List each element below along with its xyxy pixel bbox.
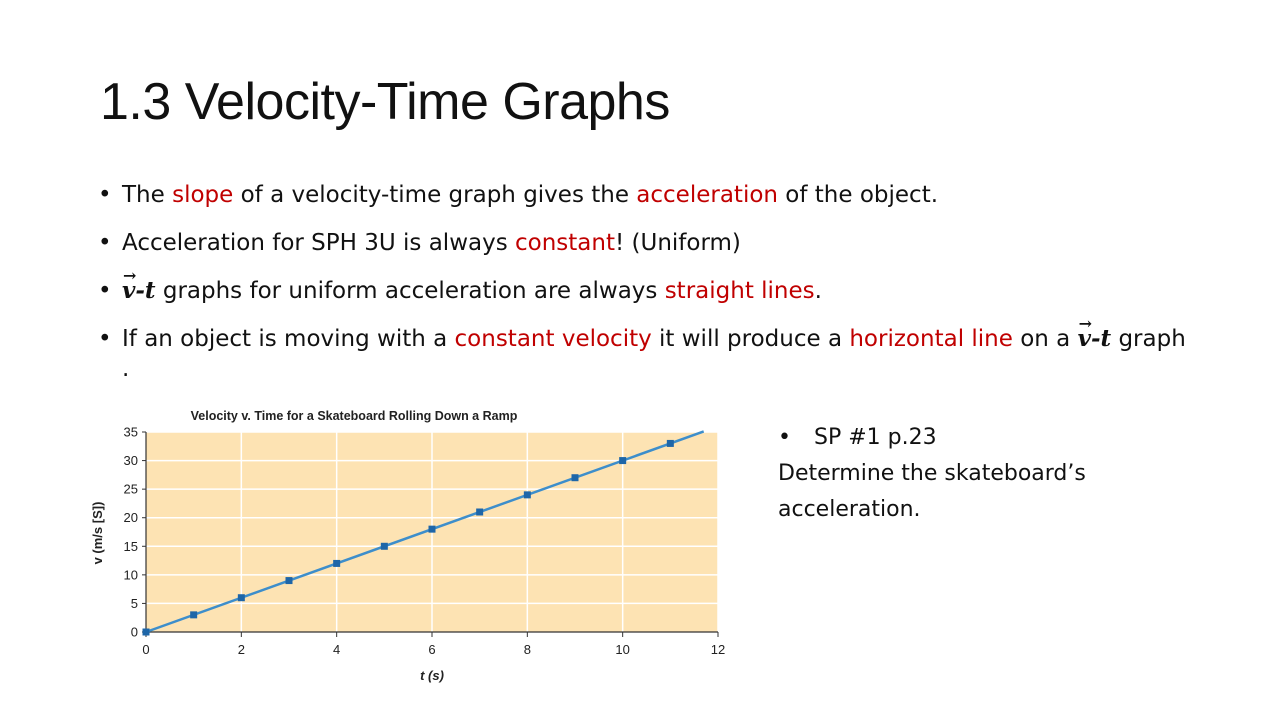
highlight-constant: constant [515, 230, 615, 256]
sample-problem-bullet: SP #1 p.23 [778, 420, 1198, 456]
y-tick-label: 35 [124, 425, 138, 440]
data-point [428, 525, 436, 533]
data-point [142, 628, 150, 636]
bullet-text: graphs for uniform acceleration are alwa… [155, 278, 665, 304]
bullet-text: it will produce a [651, 326, 850, 352]
bullet-text: If an object is moving with a [122, 326, 455, 352]
velocity-time-chart: 0 5 10 15 20 25 30 35 0 2 4 6 8 10 12 Velocity v. Time… [90, 409, 726, 683]
highlight-straight-lines: straight lines [664, 278, 815, 304]
bullet-text: ! (Uniform) [615, 230, 741, 256]
bullet-constant: Acceleration for SPH 3U is always consta… [98, 228, 1188, 258]
data-point [523, 491, 531, 499]
data-point [619, 457, 627, 465]
bullet-text: of a velocity-time graph gives the [233, 182, 637, 208]
sample-problem-text-line2: acceleration. [778, 497, 921, 522]
sample-problem-text-line1: Determine the skateboard’s [778, 461, 1086, 486]
highlight-slope: slope [172, 182, 234, 208]
y-tick-label: 5 [131, 596, 138, 611]
y-tick-label: 30 [124, 453, 138, 468]
highlight-constant-velocity: constant velocity [454, 326, 652, 352]
data-point [285, 577, 293, 585]
data-point [333, 559, 341, 567]
vt-dash: - [1090, 325, 1101, 352]
y-axis-label: v (m/s [S]) [90, 502, 105, 565]
bullet-text: The [122, 182, 173, 208]
bullet-straight-lines: v-t graphs for uniform acceleration are … [98, 261, 1188, 306]
y-tick-label: 0 [131, 625, 138, 640]
time-symbol: t [144, 277, 156, 304]
x-tick-label: 8 [524, 642, 531, 657]
x-axis-label: t (s) [420, 668, 444, 683]
highlight-horizontal-line: horizontal line [849, 326, 1013, 352]
y-tick-label: 20 [124, 510, 138, 525]
bullet-slope: The slope of a velocity-time graph gives… [98, 180, 1188, 210]
velocity-vector-symbol: v [1078, 309, 1093, 354]
y-tick-label: 15 [124, 539, 138, 554]
vt-symbol: v-t [122, 261, 156, 306]
x-tick-label: 2 [238, 642, 245, 657]
vt-symbol: v-t [1078, 309, 1112, 354]
y-tick-label: 25 [124, 482, 138, 497]
bullet-text: graph . [122, 326, 1186, 382]
x-tick-label: 10 [615, 642, 629, 657]
bullet-horizontal-line: If an object is moving with a constant v… [98, 309, 1188, 384]
data-point [476, 508, 484, 516]
highlight-acceleration: acceleration [636, 182, 778, 208]
slide-title: 1.3 Velocity-Time Graphs [100, 73, 670, 131]
data-point [380, 542, 388, 550]
x-tick-label: 4 [333, 642, 340, 657]
vt-dash: - [135, 277, 145, 304]
time-symbol: t [1100, 325, 1112, 352]
velocity-vector-symbol: v [122, 261, 137, 306]
data-point [666, 439, 674, 447]
chart-series [142, 430, 705, 636]
x-tick-label: 12 [711, 642, 725, 657]
chart-ticks: 0 5 10 15 20 25 30 35 0 2 4 6 8 10 12 [124, 425, 726, 658]
bullet-text: Acceleration for SPH 3U is always [122, 230, 515, 256]
x-tick-label: 0 [142, 642, 149, 657]
data-point [237, 594, 245, 602]
bullet-list: The slope of a velocity-time graph gives… [98, 180, 1188, 402]
bullet-text: . [814, 278, 822, 304]
chart-grid [146, 431, 719, 632]
x-tick-label: 6 [428, 642, 435, 657]
bullet-text: on a [1012, 326, 1078, 352]
bullet-text: of the object. [777, 182, 939, 208]
y-tick-label: 10 [124, 567, 138, 582]
data-point [571, 474, 579, 482]
data-point [190, 611, 198, 619]
chart-title: Velocity v. Time for a Skateboard Rollin… [191, 409, 518, 423]
sample-problem: SP #1 p.23 Determine the skateboard’s ac… [778, 420, 1198, 528]
